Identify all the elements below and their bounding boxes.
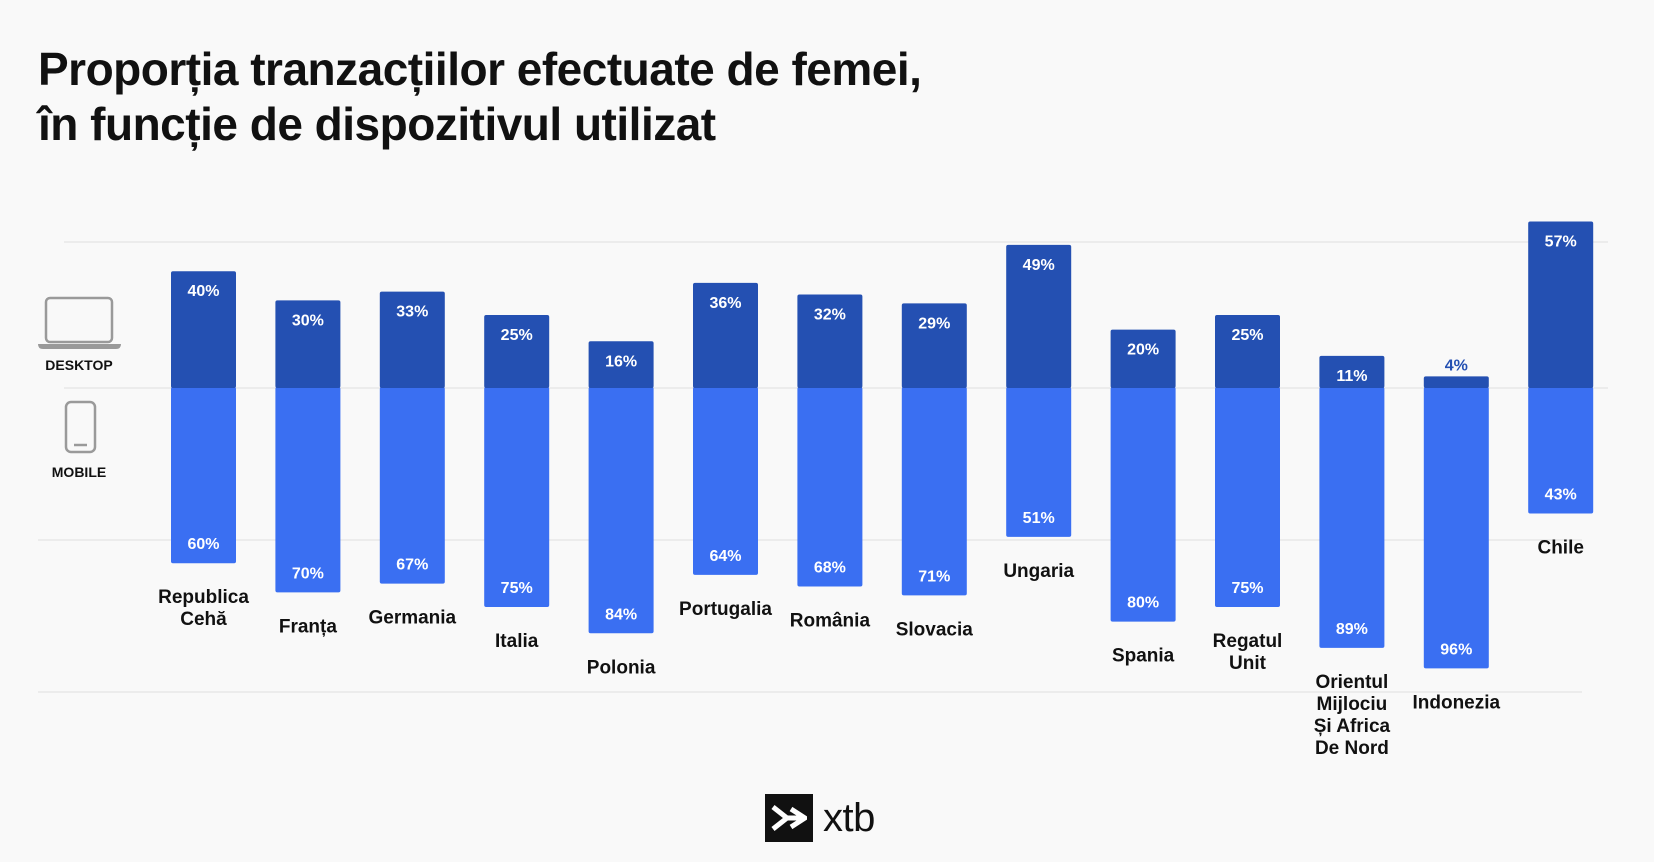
bar-mobile xyxy=(1006,387,1072,537)
category-label: Cehă xyxy=(180,609,227,630)
mobile-value-label: 96% xyxy=(1440,641,1472,658)
category-label: Mijlociu xyxy=(1317,694,1388,715)
desktop-value-label: 36% xyxy=(709,295,741,312)
mobile-value-label: 64% xyxy=(709,548,741,565)
bars xyxy=(171,221,1594,669)
mobile-value-label: 84% xyxy=(605,606,637,623)
legend-desktop: DESKTOP xyxy=(38,296,121,373)
desktop-value-label: 33% xyxy=(396,304,428,321)
mobile-value-label: 51% xyxy=(1023,510,1055,527)
bar-mobile xyxy=(1423,387,1489,669)
category-label: Polonia xyxy=(587,657,656,678)
xtb-logo: xtb xyxy=(765,793,875,843)
mobile-value-label: 89% xyxy=(1336,621,1368,638)
bar-desktop xyxy=(171,271,236,388)
bar-desktop xyxy=(588,341,654,388)
mobile-value-label: 71% xyxy=(918,568,950,585)
category-label: Republica xyxy=(158,587,249,608)
chart-title-line-1: Proporția tranzacțiilor efectuate de fem… xyxy=(38,43,922,95)
category-label: Chile xyxy=(1537,538,1583,559)
desktop-value-label: 4% xyxy=(1445,357,1468,374)
xtb-logo-icon xyxy=(765,794,813,842)
category-label: Indonezia xyxy=(1412,692,1500,713)
mobile-value-label: 75% xyxy=(501,580,533,597)
bar-desktop xyxy=(275,300,341,388)
mobile-value-label: 60% xyxy=(187,536,219,553)
bar-desktop xyxy=(379,291,445,388)
mobile-value-label: 80% xyxy=(1127,595,1159,612)
bar-mobile xyxy=(1110,387,1176,622)
bar-mobile xyxy=(693,387,758,575)
desktop-value-label: 40% xyxy=(187,283,219,300)
bar-mobile xyxy=(275,387,341,593)
desktop-value-label: 11% xyxy=(1336,368,1367,385)
bar-desktop xyxy=(1006,244,1072,388)
value-labels: 40% 60% 30% 70% 33% 67% 25% 75% 16% 84% 36% 64% 32% 6… xyxy=(187,234,1576,659)
chart-title: Proporția tranzacțiilor efectuate de fem… xyxy=(38,42,1138,152)
mobile-value-label: 68% xyxy=(814,560,846,577)
bar-desktop xyxy=(484,315,550,388)
bar-desktop xyxy=(797,294,863,388)
bar-mobile xyxy=(1215,387,1280,607)
legend-desktop-label: DESKTOP xyxy=(45,357,112,373)
laptop-icon xyxy=(38,296,121,349)
bar-desktop xyxy=(693,282,758,388)
bar-desktop xyxy=(901,303,967,388)
category-label: Portugalia xyxy=(679,599,772,620)
bar-mobile xyxy=(379,387,445,584)
desktop-value-label: 29% xyxy=(918,315,950,332)
desktop-value-label: 16% xyxy=(605,353,637,370)
category-label: Slovacia xyxy=(896,619,974,640)
desktop-value-label: 25% xyxy=(501,327,533,344)
category-label: Spania xyxy=(1112,646,1175,667)
bar-mobile xyxy=(797,387,863,587)
bar-mobile xyxy=(171,387,236,564)
chart-title-line-2: în funcție de dispozitivul utilizat xyxy=(38,98,716,150)
xtb-logo-text: xtb xyxy=(823,795,875,840)
category-label: Ungaria xyxy=(1003,561,1074,582)
desktop-value-label: 30% xyxy=(292,312,324,329)
bar-desktop xyxy=(1423,376,1489,388)
bar-desktop xyxy=(1215,315,1280,388)
category-label: Regatul xyxy=(1213,631,1283,652)
desktop-value-label: 32% xyxy=(814,307,846,324)
desktop-value-label: 25% xyxy=(1231,327,1263,344)
bar-mobile xyxy=(484,387,550,607)
legend-mobile: MOBILE xyxy=(52,400,106,480)
desktop-value-label: 49% xyxy=(1023,257,1055,274)
bar-mobile xyxy=(901,387,967,596)
bar-mobile xyxy=(1319,387,1385,648)
mobile-value-label: 70% xyxy=(292,565,324,582)
category-label: Unit xyxy=(1229,653,1267,674)
category-label: România xyxy=(790,611,871,632)
bar-mobile xyxy=(1528,387,1594,514)
category-label: Orientul xyxy=(1315,672,1388,693)
mobile-value-label: 43% xyxy=(1545,487,1577,504)
category-label: Și Africa xyxy=(1314,716,1391,737)
smartphone-icon xyxy=(64,400,97,454)
bar-desktop xyxy=(1528,221,1594,388)
bar-desktop xyxy=(1319,355,1385,388)
desktop-value-label: 57% xyxy=(1545,234,1577,251)
bar-desktop xyxy=(1110,329,1176,388)
category-label: Franța xyxy=(279,616,338,637)
bar-mobile xyxy=(588,387,654,634)
mobile-value-label: 67% xyxy=(396,557,428,574)
category-label: Germania xyxy=(368,608,456,629)
mobile-value-label: 75% xyxy=(1231,580,1263,597)
desktop-value-label: 20% xyxy=(1127,342,1159,359)
category-label: Italia xyxy=(495,631,539,652)
legend-mobile-label: MOBILE xyxy=(52,464,106,480)
category-label: De Nord xyxy=(1315,738,1389,759)
